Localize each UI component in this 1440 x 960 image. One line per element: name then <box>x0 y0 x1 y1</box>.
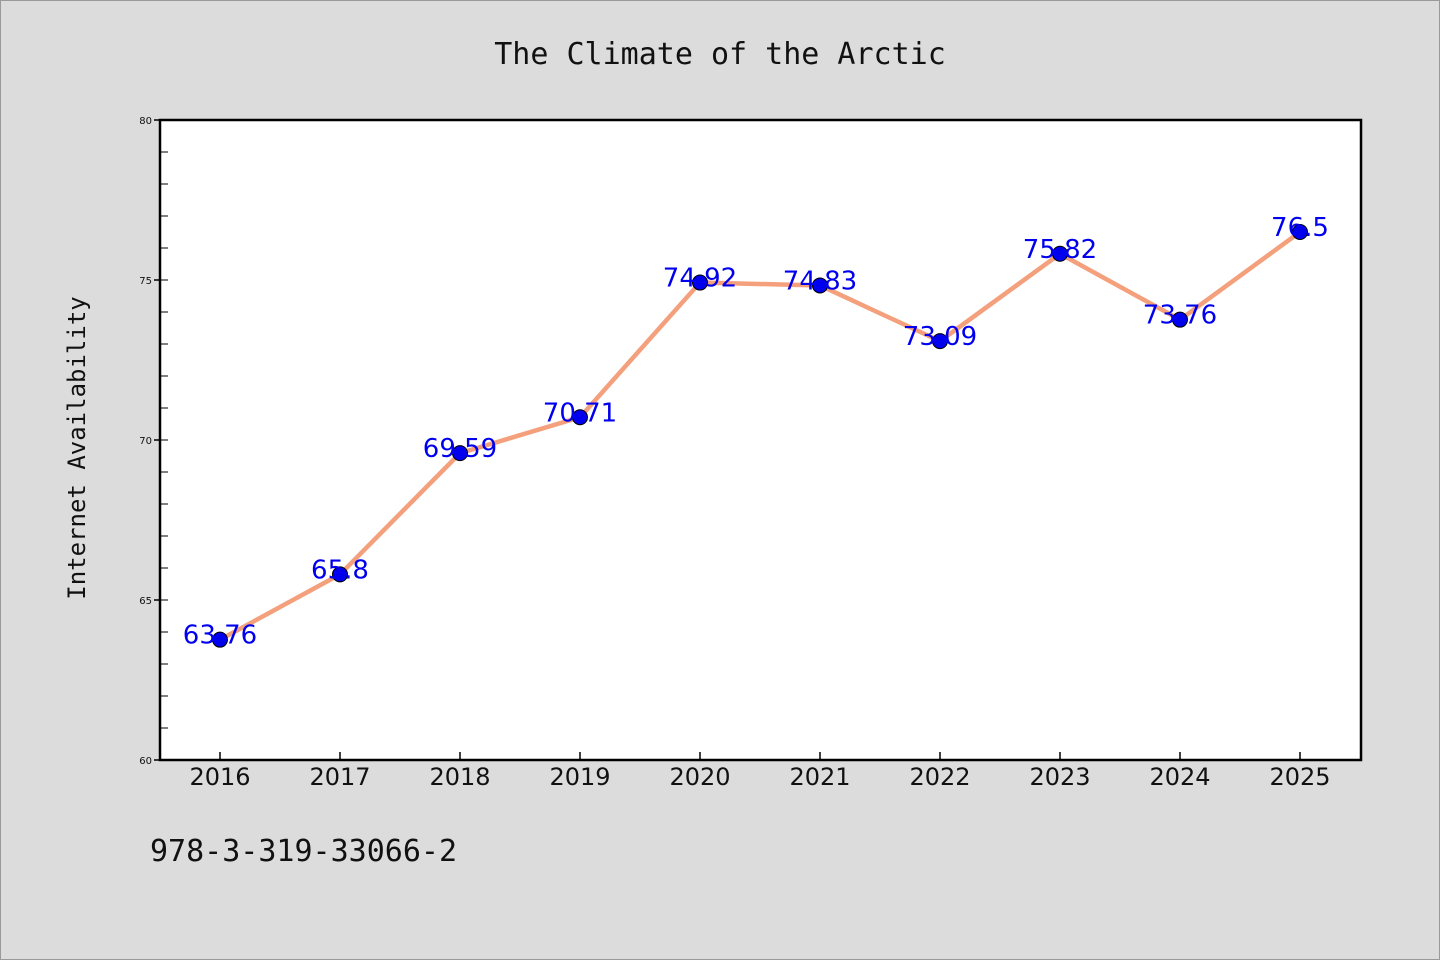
data-point-marker <box>212 631 228 648</box>
isbn-footer: 978-3-319-33066-2 <box>150 834 458 869</box>
data-label: 63.76 <box>183 621 257 651</box>
data-label: 76.5 <box>1271 213 1329 243</box>
data-label: 74.83 <box>783 266 857 296</box>
data-point-marker <box>692 274 708 291</box>
y-tick-label: 60 <box>139 756 152 767</box>
y-tick-label: 80 <box>139 116 152 127</box>
data-labels-group: 63.76 65.8 69.59 70.71 74.92 74.83 73.09 75.82 7… <box>183 213 1329 651</box>
data-point-marker <box>452 445 468 462</box>
x-tick-label: 2016 <box>189 763 250 791</box>
y-tick-label: 75 <box>139 276 152 287</box>
data-label: 69.59 <box>423 434 497 464</box>
data-point-marker <box>932 333 948 350</box>
data-label: 73.76 <box>1143 301 1217 331</box>
x-tick-label: 2020 <box>669 763 730 791</box>
data-label: 65.8 <box>311 555 369 585</box>
x-tick-label: 2023 <box>1029 763 1090 791</box>
data-label: 73.09 <box>903 322 977 352</box>
y-tick-label: 70 <box>139 436 152 447</box>
data-point-marker <box>1292 224 1308 240</box>
data-label: 74.92 <box>663 264 737 294</box>
series-line-group <box>217 229 1303 642</box>
x-tick-label: 2019 <box>549 763 610 791</box>
x-axis-ticks: 2016 2017 2018 2019 2020 2021 2022 2023 2024 2025 <box>189 752 1331 791</box>
x-tick-label: 2024 <box>1149 763 1210 791</box>
x-tick-label: 2017 <box>309 763 370 791</box>
y-axis-label: Internet Availability <box>63 296 91 599</box>
y-minor-ticks <box>159 119 168 761</box>
chart-title: The Climate of the Arctic <box>494 37 946 72</box>
plot-area <box>158 118 1363 762</box>
data-point-marker <box>1172 311 1188 328</box>
data-label: 75.82 <box>1023 235 1097 265</box>
y-tick-label: 65 <box>139 596 152 607</box>
x-tick-label: 2025 <box>1269 763 1330 791</box>
data-point-marker <box>332 566 348 583</box>
y-axis-ticks: 60 65 70 75 80 <box>139 116 160 767</box>
data-point-marker <box>812 277 828 294</box>
x-tick-label: 2022 <box>909 763 970 791</box>
markers-group <box>212 224 1308 648</box>
data-label: 70.71 <box>543 398 617 428</box>
x-tick-label: 2018 <box>429 763 490 791</box>
series-line <box>217 229 1303 642</box>
x-tick-label: 2021 <box>789 763 850 791</box>
data-point-marker <box>572 409 588 426</box>
data-point-marker <box>1052 245 1068 262</box>
